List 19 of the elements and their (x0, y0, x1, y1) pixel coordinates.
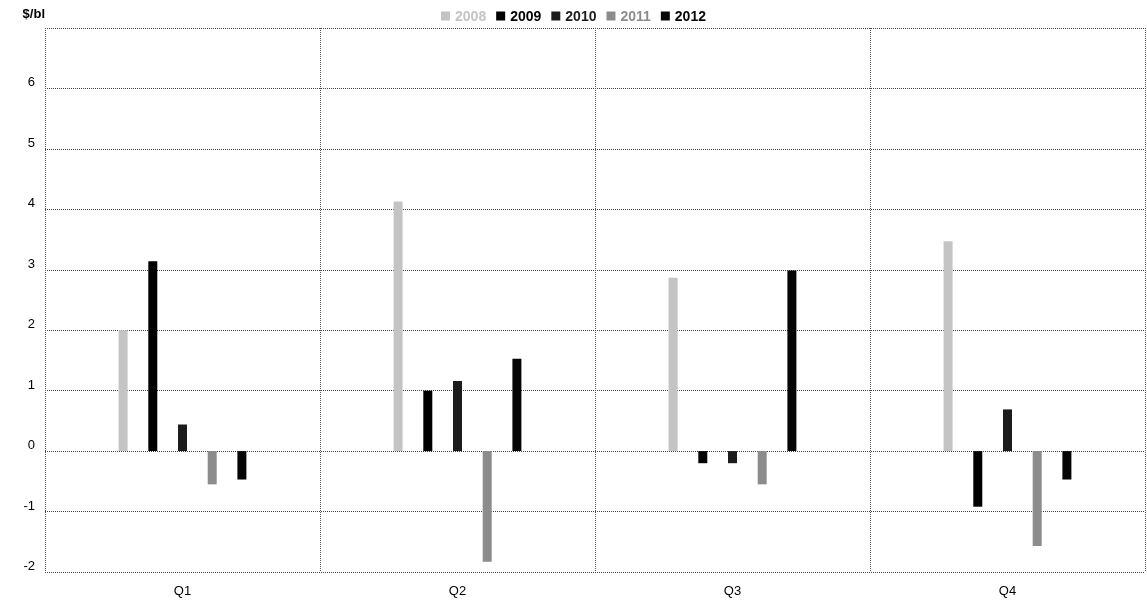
y-tick-label: 3 (27, 255, 35, 271)
legend-label: 2011 (620, 8, 652, 24)
y-tick-label: -1 (23, 497, 35, 513)
legend-label: 2008 (455, 8, 487, 24)
legend-label: 2012 (674, 8, 707, 24)
y-tick-label: -2 (23, 558, 35, 573)
y-tick-label: 4 (27, 195, 35, 211)
y-axis-title: $/bl (22, 6, 45, 21)
x-tick-label: Q3 (723, 583, 742, 598)
x-tick-label: Q2 (448, 583, 467, 598)
legend-label: 2009 (510, 8, 542, 24)
x-tick-label: Q4 (998, 583, 1017, 598)
y-tick-label: 1 (27, 376, 35, 392)
y-tick-label: 6 (27, 74, 35, 90)
y-tick-label: 2 (27, 316, 35, 332)
y-tick-label: 0 (27, 437, 35, 453)
legend-label: 2010 (565, 8, 597, 24)
y-tick-label: 5 (27, 134, 35, 150)
x-tick-label: Q1 (173, 583, 192, 598)
